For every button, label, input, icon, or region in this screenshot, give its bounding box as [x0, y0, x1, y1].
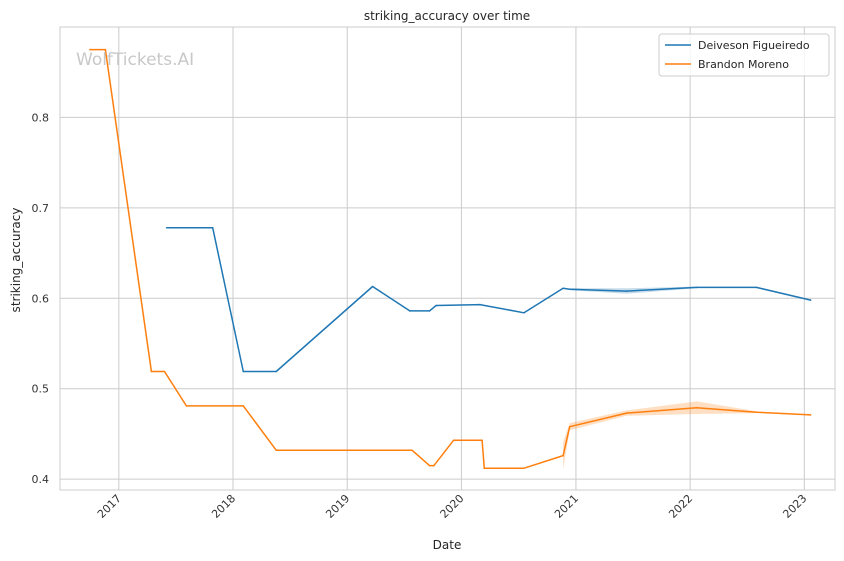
- series-line-deiveson-figueiredo: [166, 227, 811, 373]
- legend-box: [658, 33, 830, 77]
- data-point-brandon-moreno-10: [452, 439, 455, 442]
- watermark: WolfTickets.AI: [76, 50, 194, 70]
- data-point-deiveson-figueiredo-14: [755, 286, 758, 289]
- legend-label-brandon-moreno: Brandon Moreno: [698, 58, 789, 71]
- data-point-brandon-moreno-15: [568, 425, 571, 428]
- data-point-brandon-moreno-17: [695, 406, 698, 409]
- data-point-deiveson-figueiredo-7: [435, 304, 437, 307]
- data-point-deiveson-figueiredo-4: [371, 285, 374, 288]
- data-point-brandon-moreno-18: [755, 411, 758, 414]
- data-point-deiveson-figueiredo-13: [695, 286, 698, 289]
- data-point-deiveson-figueiredo-0: [165, 227, 168, 229]
- chart-title: striking_accuracy over time: [364, 9, 530, 23]
- data-point-deiveson-figueiredo-5: [409, 310, 411, 312]
- data-point-brandon-moreno-4: [185, 405, 188, 407]
- data-point-brandon-moreno-7: [411, 449, 413, 452]
- data-point-deiveson-figueiredo-10: [562, 287, 564, 290]
- data-point-brandon-moreno-19: [809, 414, 812, 416]
- data-point-deiveson-figueiredo-6: [428, 310, 431, 312]
- legend: Deiveson Figueiredo Brandon Moreno: [658, 33, 830, 77]
- y-tick-label-0.8: 0.8: [32, 111, 50, 124]
- data-point-brandon-moreno-14: [562, 454, 564, 457]
- data-point-brandon-moreno-0: [89, 48, 91, 51]
- data-point-brandon-moreno-2: [150, 370, 153, 373]
- data-point-brandon-moreno-5: [242, 405, 245, 407]
- data-point-deiveson-figueiredo-8: [479, 303, 481, 306]
- y-tick-label-0.6: 0.6: [32, 292, 50, 305]
- y-tick-label-0.5: 0.5: [32, 383, 50, 396]
- y-axis-title: striking_accuracy: [9, 208, 23, 313]
- legend-label-deiveson-figueiredo: Deiveson Figueiredo: [698, 39, 810, 52]
- data-point-deiveson-figueiredo-9: [523, 312, 525, 314]
- data-point-brandon-moreno-3: [163, 370, 166, 373]
- data-point-deiveson-figueiredo-2: [242, 370, 245, 373]
- series-line-brandon-moreno: [90, 48, 811, 470]
- y-tick-label-0.4: 0.4: [32, 473, 50, 486]
- data-point-brandon-moreno-13: [522, 467, 525, 470]
- x-axis-title: Date: [433, 538, 462, 552]
- data-point-deiveson-figueiredo-3: [275, 370, 278, 373]
- y-tick-label-0.7: 0.7: [32, 202, 50, 215]
- data-point-deiveson-figueiredo-1: [211, 227, 214, 229]
- gridlines: [60, 27, 835, 490]
- data-point-brandon-moreno-8: [428, 464, 431, 467]
- band-brandon-moreno: [563, 401, 757, 470]
- data-point-brandon-moreno-16: [625, 412, 628, 414]
- data-point-brandon-moreno-11: [481, 439, 483, 442]
- y-tick-labels: 0.4 0.5 0.6 0.7 0.8: [32, 111, 50, 486]
- data-point-deiveson-figueiredo-12: [625, 290, 628, 292]
- data-point-brandon-moreno-6: [275, 449, 278, 452]
- data-point-deiveson-figueiredo-15: [809, 299, 812, 301]
- series-lines: [89, 48, 812, 470]
- plot-area-frame: [59, 26, 836, 491]
- data-point-brandon-moreno-9: [433, 464, 435, 467]
- data-point-deiveson-figueiredo-11: [568, 288, 571, 291]
- data-point-brandon-moreno-12: [483, 467, 486, 470]
- data-point-brandon-moreno-1: [104, 48, 107, 51]
